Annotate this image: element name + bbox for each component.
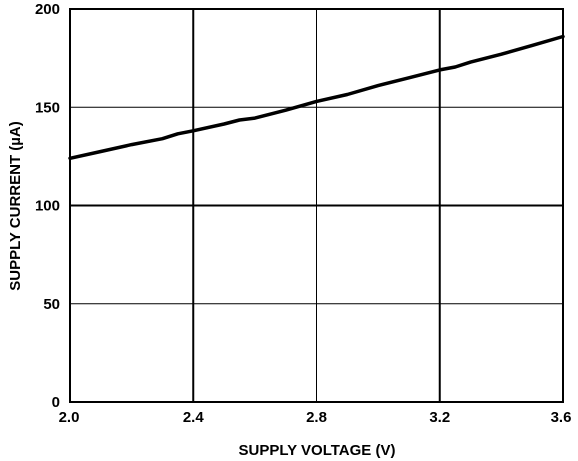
y-tick-label: 0 xyxy=(52,394,60,411)
y-tick-labels: 0 50 100 150 200 xyxy=(35,1,60,411)
grid xyxy=(70,9,563,402)
x-tick-label: 3.2 xyxy=(429,409,450,426)
y-tick-label: 100 xyxy=(35,198,60,215)
x-axis-title: SUPPLY VOLTAGE (V) xyxy=(239,442,396,459)
x-tick-label: 2.4 xyxy=(183,409,205,426)
y-axis-title: SUPPLY CURRENT (µA) xyxy=(7,121,24,291)
x-tick-label: 2.8 xyxy=(306,409,327,426)
y-tick-label: 200 xyxy=(35,1,60,18)
y-tick-label: 150 xyxy=(35,99,60,116)
series-line xyxy=(68,34,565,161)
x-tick-labels: 2.0 2.4 2.8 3.2 3.6 xyxy=(59,409,572,426)
series-layer xyxy=(68,34,565,161)
plot-frame xyxy=(69,8,564,403)
x-tick-label: 3.6 xyxy=(551,409,572,426)
x-tick-label: 2.0 xyxy=(59,409,80,426)
y-tick-label: 50 xyxy=(43,296,60,313)
